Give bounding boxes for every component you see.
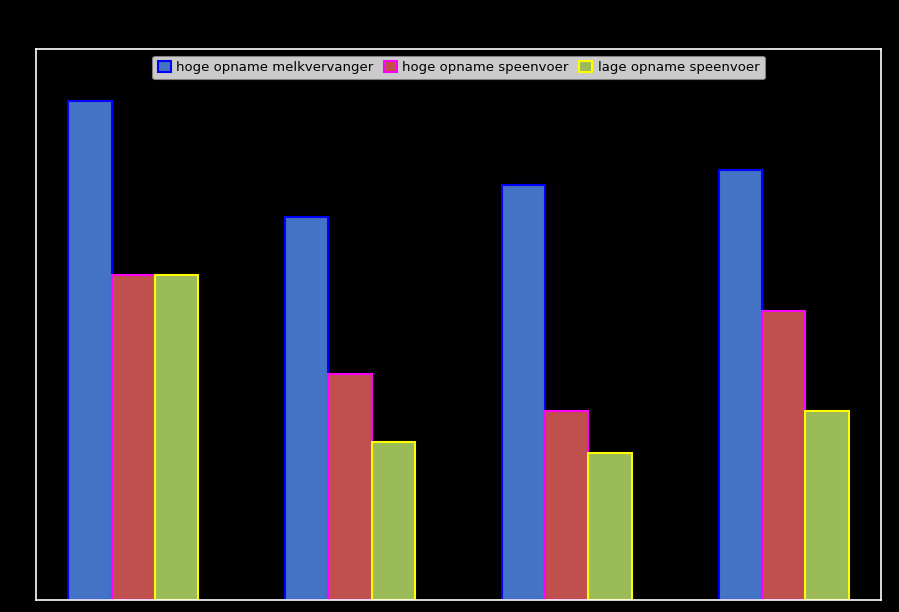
Bar	[156, 275, 199, 600]
Bar	[372, 442, 415, 600]
Bar	[285, 217, 328, 600]
Bar	[545, 411, 589, 600]
Bar	[68, 102, 111, 600]
Bar	[589, 453, 632, 600]
Bar	[806, 411, 849, 600]
Bar	[111, 275, 156, 600]
Bar	[328, 374, 372, 600]
Legend: hoge opname melkvervanger, hoge opname speenvoer, lage opname speenvoer: hoge opname melkvervanger, hoge opname s…	[152, 56, 765, 79]
Bar	[718, 170, 761, 600]
Bar	[502, 185, 545, 600]
Bar	[761, 312, 806, 600]
